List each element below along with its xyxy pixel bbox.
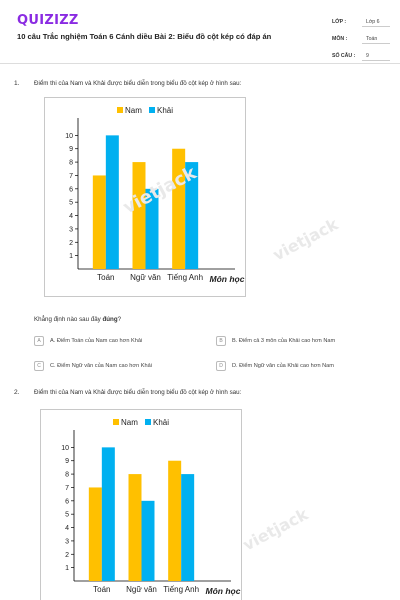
y-tick-label: 6 <box>65 498 69 505</box>
bar-khải <box>101 447 115 581</box>
x-axis-label: Môn học <box>206 586 241 596</box>
bar-nam <box>132 162 146 269</box>
option-text: D. Điểm Ngữ văn của Khải cao hơn Nam <box>232 363 334 369</box>
bar-nam <box>172 148 186 269</box>
option-d[interactable]: D D. Điểm Ngữ văn của Khải cao hơn Nam <box>216 361 334 371</box>
y-tick-label: 3 <box>69 226 73 233</box>
bar-khải <box>181 474 195 581</box>
question-text: Điểm thi của Nam và Khải được biểu diễn … <box>34 389 242 396</box>
bar-nam <box>128 474 142 581</box>
legend-label: Khải <box>153 418 169 427</box>
quizizz-logo: QUIZIZZ <box>17 13 79 28</box>
question-number: 1. <box>14 80 20 87</box>
prompt-suffix: ? <box>117 316 122 323</box>
meta-label: LỚP : <box>332 18 347 25</box>
option-letter: B <box>216 336 226 346</box>
option-letter: A <box>34 336 44 346</box>
meta-value: Lớp 6 <box>362 17 390 27</box>
meta-row-count: SỐ CÂU : 9 <box>332 47 390 64</box>
option-text: A. Điểm Toán của Nam cao hơn Khải <box>50 338 143 344</box>
option-letter: D <box>216 361 226 371</box>
y-tick-label: 8 <box>69 160 73 167</box>
legend-label: Nam <box>121 418 138 427</box>
y-tick-label: 1 <box>65 565 69 572</box>
legend-swatch <box>145 419 151 425</box>
page-header: QUIZIZZ 10 câu Trắc nghiệm Toán 6 Cánh d… <box>0 0 400 64</box>
y-tick-label: 9 <box>69 146 73 153</box>
meta-label: MÔN : <box>332 35 348 42</box>
x-tick-label: Tiếng Anh <box>163 585 199 594</box>
bar-nam <box>168 460 182 581</box>
chart-2: Nam Khải 1 2 3 4 5 6 7 8 9 10 Toán Ngữ văn Tiếng Anh Mô… <box>40 409 242 600</box>
question-number: 2. <box>14 389 20 396</box>
document-title: 10 câu Trắc nghiệm Toán 6 Cánh diều Bài … <box>17 32 272 41</box>
chart-2-svg: Nam Khải 1 2 3 4 5 6 7 8 9 10 Toán Ngữ văn Tiếng Anh Mô… <box>61 418 241 596</box>
y-tick-label: 10 <box>61 445 69 452</box>
meta-value: 9 <box>362 51 390 61</box>
meta-row-subject: MÔN : Toán <box>332 30 390 47</box>
y-tick-label: 1 <box>69 253 73 260</box>
y-tick-label: 2 <box>65 552 69 559</box>
option-c[interactable]: C C. Điểm Ngữ văn của Nam cao hơn Khải <box>34 361 152 371</box>
x-tick-label: Tiếng Anh <box>167 273 203 282</box>
legend-swatch <box>117 107 123 113</box>
x-tick-label: Ngữ văn <box>126 585 157 594</box>
bar-khải <box>105 135 119 269</box>
option-text: B. Điểm cả 3 môn của Khải cao hơn Nam <box>232 338 336 344</box>
legend-swatch <box>113 419 119 425</box>
chart-1-svg: Nam Khải 1 2 3 4 5 6 7 8 9 10 Toán Ngữ văn Tiếng Anh Mô… <box>65 106 245 284</box>
x-tick-label: Toán <box>97 273 114 282</box>
question-prompt: Khẳng định nào sau đây đúng? <box>34 316 121 323</box>
question-text: Điểm thi của Nam và Khải được biểu diễn … <box>34 80 242 87</box>
x-tick-label: Toán <box>93 585 110 594</box>
legend-label: Khải <box>157 106 173 115</box>
bar-nam <box>92 175 106 269</box>
y-tick-label: 7 <box>69 173 73 180</box>
option-letter: C <box>34 361 44 371</box>
bar-khải <box>145 188 159 269</box>
y-tick-label: 10 <box>65 133 73 140</box>
bar-khải <box>185 162 199 269</box>
meta-value: Toán <box>362 34 390 44</box>
x-axis-label: Môn học <box>210 274 245 284</box>
y-tick-label: 8 <box>65 472 69 479</box>
option-a[interactable]: A A. Điểm Toán của Nam cao hơn Khải <box>34 336 142 346</box>
legend-swatch <box>149 107 155 113</box>
y-tick-label: 3 <box>65 538 69 545</box>
y-tick-label: 6 <box>69 186 73 193</box>
meta-panel: LỚP : Lớp 6 MÔN : Toán SỐ CÂU : 9 <box>332 13 390 64</box>
bar-nam <box>88 487 102 581</box>
y-tick-label: 5 <box>69 200 73 207</box>
y-tick-label: 4 <box>65 525 69 532</box>
meta-label: SỐ CÂU : <box>332 52 356 59</box>
option-b[interactable]: B B. Điểm cả 3 môn của Khải cao hơn Nam <box>216 336 335 346</box>
watermark: vietjack <box>239 504 312 555</box>
y-tick-label: 9 <box>65 458 69 465</box>
y-tick-label: 2 <box>69 240 73 247</box>
y-tick-label: 4 <box>69 213 73 220</box>
y-tick-label: 5 <box>65 512 69 519</box>
bar-khải <box>141 500 155 581</box>
watermark: vietjack <box>269 214 342 265</box>
option-text: C. Điểm Ngữ văn của Nam cao hơn Khải <box>50 363 152 369</box>
meta-row-grade: LỚP : Lớp 6 <box>332 13 390 30</box>
x-tick-label: Ngữ văn <box>130 273 161 282</box>
chart-1: Nam Khải 1 2 3 4 5 6 7 8 9 10 Toán Ngữ văn Tiếng Anh Mô… <box>44 97 246 297</box>
legend-label: Nam <box>125 106 142 115</box>
prompt-bold: đúng <box>102 316 118 323</box>
prompt-prefix: Khẳng định nào sau đây <box>34 316 101 323</box>
y-tick-label: 7 <box>65 485 69 492</box>
